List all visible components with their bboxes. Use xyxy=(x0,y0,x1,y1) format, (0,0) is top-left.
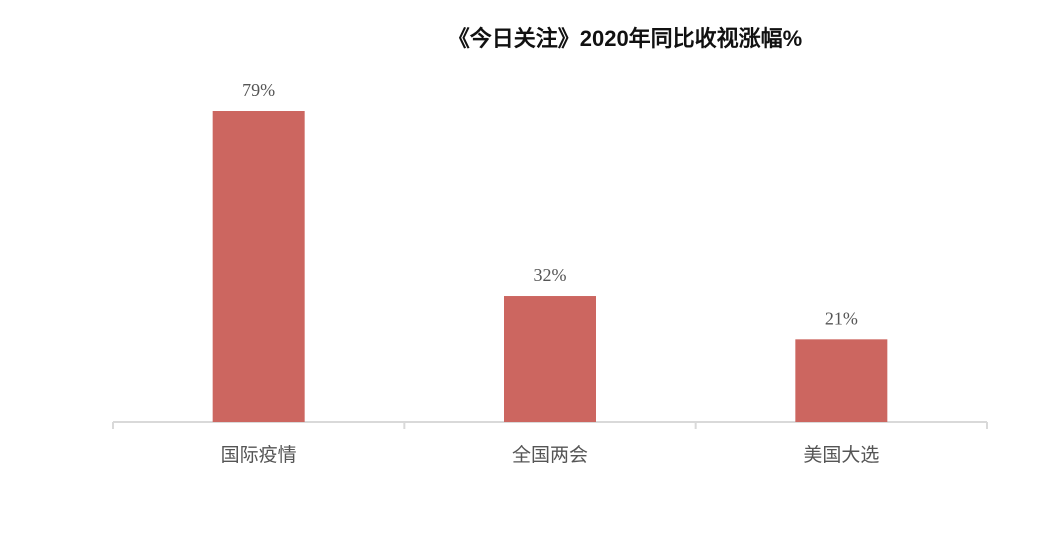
value-label: 21% xyxy=(825,308,858,328)
x-tick-label: 美国大选 xyxy=(803,444,879,466)
value-label: 79% xyxy=(242,80,275,100)
bar xyxy=(212,111,305,422)
bar xyxy=(504,296,596,422)
bar xyxy=(795,339,888,422)
value-label: 32% xyxy=(534,265,567,285)
x-tick-label: 国际疫情 xyxy=(221,444,297,466)
chart-title: 《今日关注》2020年同比收视涨幅% xyxy=(448,26,803,51)
x-tick-label: 全国两会 xyxy=(512,444,588,466)
